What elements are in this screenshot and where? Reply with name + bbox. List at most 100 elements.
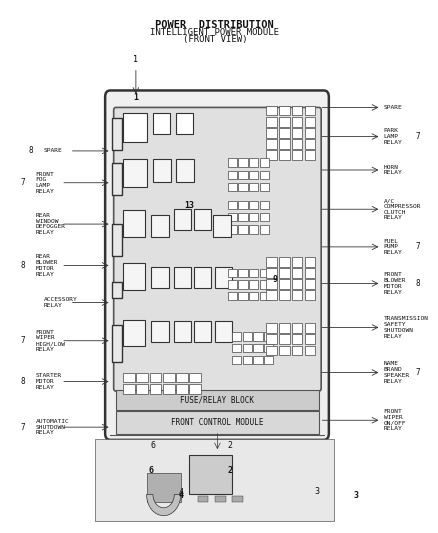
Bar xyxy=(248,171,258,179)
Text: 7: 7 xyxy=(414,243,419,252)
FancyBboxPatch shape xyxy=(113,108,321,391)
Bar xyxy=(149,384,161,394)
Bar xyxy=(146,473,180,503)
Bar xyxy=(174,209,191,230)
Text: A/C
COMPRESSOR
CLUTCH
RELAY: A/C COMPRESSOR CLUTCH RELAY xyxy=(383,198,420,221)
Bar xyxy=(136,373,148,382)
Bar xyxy=(176,159,194,182)
Text: FRONT
WIPER
HIGH/LOW
RELAY: FRONT WIPER HIGH/LOW RELAY xyxy=(35,329,65,352)
Bar xyxy=(112,325,121,362)
Bar xyxy=(253,356,262,364)
Text: 3: 3 xyxy=(353,491,357,500)
Bar xyxy=(152,113,170,134)
Bar xyxy=(238,201,247,209)
Text: (FRONT VIEW): (FRONT VIEW) xyxy=(182,35,247,44)
Bar xyxy=(304,150,314,160)
Bar xyxy=(198,496,208,503)
Bar xyxy=(291,279,302,289)
Text: 8: 8 xyxy=(414,279,419,288)
Bar xyxy=(248,292,258,301)
Bar xyxy=(238,225,247,233)
Text: FUSE/RELAY BLOCK: FUSE/RELAY BLOCK xyxy=(180,395,254,404)
Bar xyxy=(214,266,231,288)
Text: 2: 2 xyxy=(227,466,232,475)
Bar xyxy=(227,213,237,221)
Bar xyxy=(304,334,314,344)
Bar xyxy=(238,213,247,221)
Bar xyxy=(174,266,191,288)
Bar xyxy=(227,183,237,191)
Text: FRONT
BLOWER
MOTOR
RELAY: FRONT BLOWER MOTOR RELAY xyxy=(383,272,405,295)
Bar xyxy=(291,268,302,278)
Bar xyxy=(189,373,201,382)
Text: SPARE: SPARE xyxy=(44,148,63,154)
Bar xyxy=(248,183,258,191)
Bar xyxy=(259,225,268,233)
Bar xyxy=(174,320,191,342)
Bar xyxy=(265,150,276,160)
Text: 7: 7 xyxy=(414,368,419,377)
Bar xyxy=(304,345,314,355)
Bar xyxy=(193,209,210,230)
Bar xyxy=(238,183,247,191)
Bar xyxy=(238,171,247,179)
Bar xyxy=(259,158,268,167)
Bar xyxy=(291,128,302,138)
Bar xyxy=(259,280,268,289)
Text: FRONT
WIPER
ON/OFF
RELAY: FRONT WIPER ON/OFF RELAY xyxy=(383,409,405,432)
FancyBboxPatch shape xyxy=(105,91,328,440)
Bar xyxy=(189,455,231,495)
Bar xyxy=(265,334,276,344)
Text: FRONT
FOG
LAMP
RELAY: FRONT FOG LAMP RELAY xyxy=(35,172,54,194)
Bar xyxy=(123,113,146,142)
Text: 4: 4 xyxy=(178,488,183,497)
Bar xyxy=(116,390,318,410)
Bar xyxy=(278,150,289,160)
Text: 13: 13 xyxy=(184,201,194,210)
Text: 7: 7 xyxy=(414,132,419,141)
Text: 4: 4 xyxy=(178,491,183,500)
Bar xyxy=(227,269,237,277)
Bar xyxy=(123,159,146,187)
Bar xyxy=(259,269,268,277)
Bar xyxy=(291,323,302,333)
Bar xyxy=(265,106,276,115)
Bar xyxy=(291,290,302,300)
Bar xyxy=(214,320,231,342)
Bar xyxy=(259,171,268,179)
Bar xyxy=(227,225,237,233)
Bar xyxy=(189,384,201,394)
Text: 7: 7 xyxy=(21,178,25,187)
Text: AUTOMATIC
SHUTDOWN
RELAY: AUTOMATIC SHUTDOWN RELAY xyxy=(35,419,69,435)
Bar xyxy=(149,373,161,382)
Bar xyxy=(278,323,289,333)
Bar xyxy=(248,213,258,221)
Bar xyxy=(212,215,230,237)
Bar xyxy=(291,117,302,126)
Bar xyxy=(231,344,241,352)
Bar xyxy=(259,201,268,209)
Bar xyxy=(304,106,314,115)
Bar xyxy=(304,117,314,126)
Text: REAR
BLOWER
MOTOR
RELAY: REAR BLOWER MOTOR RELAY xyxy=(35,254,58,277)
Bar xyxy=(242,344,251,352)
Bar xyxy=(259,213,268,221)
Bar xyxy=(238,269,247,277)
Bar xyxy=(304,268,314,278)
Bar xyxy=(278,290,289,300)
Bar xyxy=(304,279,314,289)
Text: 6: 6 xyxy=(148,466,153,475)
Text: 8: 8 xyxy=(21,377,25,386)
Text: ACCESSORY
RELAY: ACCESSORY RELAY xyxy=(44,297,78,308)
Text: HORN
RELAY: HORN RELAY xyxy=(383,165,401,175)
Bar xyxy=(227,171,237,179)
Bar xyxy=(304,128,314,138)
Bar xyxy=(278,117,289,126)
Bar xyxy=(278,106,289,115)
Bar xyxy=(304,323,314,333)
Text: 7: 7 xyxy=(21,423,25,432)
Text: 7: 7 xyxy=(21,336,25,345)
Bar xyxy=(116,411,318,433)
Bar xyxy=(265,279,276,289)
Bar xyxy=(112,118,121,150)
